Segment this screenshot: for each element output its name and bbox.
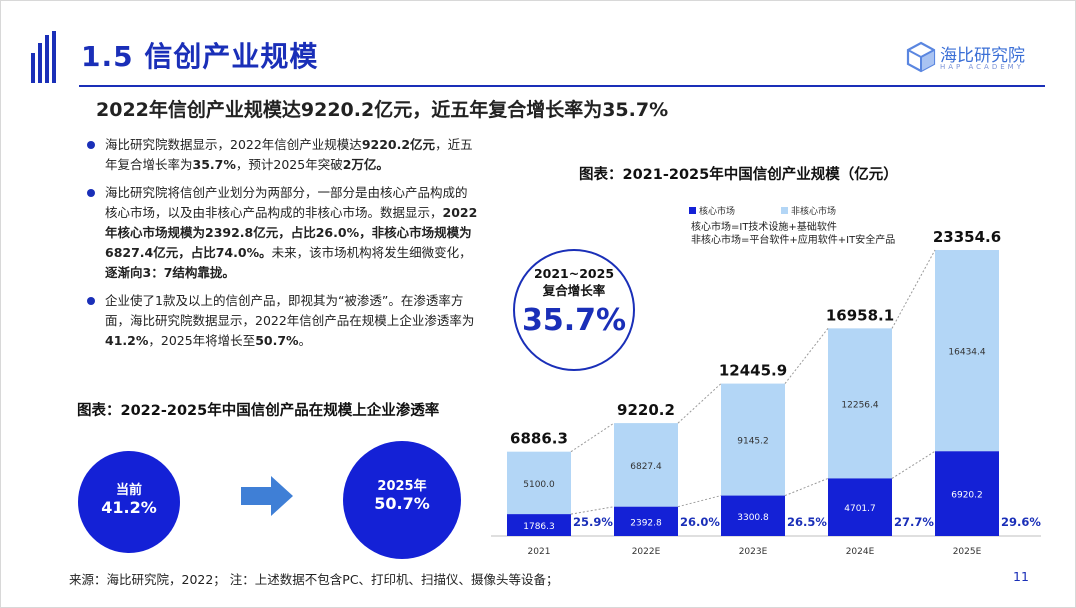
bar-total-label: 12445.9 (719, 362, 787, 380)
bar-noncore (828, 328, 892, 479)
chart-note: 核心市场=IT技术设施+基础软件 (691, 220, 837, 233)
total-trend-line (891, 249, 936, 329)
legend-label-noncore: 非核心市场 (791, 205, 836, 217)
bullet-text-segment: 。 (298, 333, 312, 348)
bar-core-label: 6920.2 (951, 491, 983, 501)
bullet-list: 海比研究院数据显示，2022年信创产业规模达9220.2亿元，近五年复合增长率为… (85, 135, 480, 359)
bullet-text-segment: 2022年核心市场规模为2392.8亿元，占比26.0%，非核心市场规模为682… (105, 205, 478, 260)
current-penetration-label: 当前 (115, 483, 142, 498)
penetration-chart-caption: 图表：2022-2025年中国信创产品在规模上企业渗透率 (77, 403, 440, 419)
bar-core (828, 478, 892, 536)
bar-noncore-label: 5100.0 (523, 480, 555, 490)
current-penetration-value: 41.2% (101, 498, 157, 517)
bar-core-label: 1786.3 (523, 522, 555, 532)
source-note: 来源：海比研究院，2022； 注：上述数据不包含PC、打印机、扫描仪、摄像头等设… (69, 572, 559, 587)
logo-bars-icon (31, 31, 56, 83)
bar-core (614, 506, 678, 536)
legend-swatch-core (689, 207, 696, 214)
bar-noncore-label: 6827.4 (630, 462, 662, 472)
brand-subtitle: HAP ACADEMY (940, 63, 1024, 71)
core-share-label: 25.9% (573, 515, 613, 529)
bullet-text-segment: 9220.2亿元 (361, 137, 436, 152)
bullet-text-segment: 数据显示， (380, 205, 443, 220)
current-penetration-circle: 当前 41.2% (78, 451, 180, 553)
bullet-text-segment: 海比研究院将信创产业划分为两部分， (105, 185, 318, 200)
bar-core (507, 514, 571, 536)
cagr-value: 35.7% (521, 303, 627, 338)
core-trend-line (784, 477, 829, 497)
bar-total-label: 23354.6 (933, 228, 1001, 246)
future-penetration-value: 50.7% (374, 494, 430, 513)
bar-core-label: 2392.8 (630, 518, 662, 528)
bar-core (935, 451, 999, 536)
bar-noncore-label: 16434.4 (948, 348, 985, 358)
bullet-item: 海比研究院数据显示，2022年信创产业规模达9220.2亿元，近五年复合增长率为… (85, 135, 480, 175)
bar-noncore-label: 12256.4 (841, 400, 878, 410)
bullet-text-segment: 企业使了1款及以上的信创产品，即视其为“被渗透”。在渗透率方面，海比研究院数据显… (105, 293, 475, 328)
bar-core (721, 495, 785, 536)
bullet-text-segment: 50.7% (255, 333, 299, 348)
page-number: 11 (1013, 569, 1029, 584)
bullet-text-segment: ，预计2025年突破 (235, 157, 343, 172)
core-trend-line (891, 450, 936, 479)
cagr-label-name: 复合增长率 (542, 283, 606, 298)
market-chart-caption: 图表：2021-2025年中国信创产业规模（亿元） (579, 167, 898, 183)
brand-name: 海比研究院 (940, 46, 1025, 66)
bullet-text-segment: 一部分是由核心产品构成的核心市场，以及由非核心产品构成的非核心市场。 (105, 185, 468, 220)
core-trend-line (570, 506, 615, 515)
bar-core-label: 4701.7 (844, 504, 876, 514)
x-tick-label: 2021 (528, 547, 551, 557)
legend-swatch-noncore (781, 207, 788, 214)
total-trend-line (784, 328, 829, 384)
core-share-label: 27.7% (894, 515, 934, 529)
market-size-chart: 5100.0 1786.3 6886.3 25.9% 2021 6827.4 2392.8 9… (491, 205, 1041, 557)
bullet-text-segment: 41.2% (105, 333, 149, 348)
x-tick-label: 2022E (632, 547, 661, 557)
bar-noncore-label: 9145.2 (737, 437, 769, 447)
bullet-text-segment: 逐渐向3：7结构靠拢。 (105, 265, 235, 280)
bullet-item: 企业使了1款及以上的信创产品，即视其为“被渗透”。在渗透率方面，海比研究院数据显… (85, 291, 480, 351)
arrow-right-icon (241, 476, 293, 516)
cube-icon (906, 41, 936, 73)
x-tick-label: 2023E (739, 547, 768, 557)
header-divider (79, 85, 1045, 87)
bar-total-label: 16958.1 (826, 306, 894, 324)
bullet-text-segment: 海比研究院数据显示，2022年信创产业规模达 (105, 137, 362, 152)
bullet-dot-icon (87, 189, 95, 197)
bullet-dot-icon (87, 297, 95, 305)
bullet-text-segment: ，近五年复合增长率为 (105, 137, 473, 172)
x-tick-label: 2024E (846, 547, 875, 557)
bullet-dot-icon (87, 141, 95, 149)
core-share-label: 26.5% (787, 515, 827, 529)
bar-total-label: 9220.2 (617, 401, 675, 419)
total-trend-line (570, 422, 615, 453)
bullet-text-segment: ，2025年将增长至 (148, 333, 256, 348)
bullet-item: 海比研究院将信创产业划分为两部分，一部分是由核心产品构成的核心市场，以及由非核心… (85, 183, 480, 283)
cagr-circle: 2021~2025 复合增长率 35.7% (513, 249, 635, 371)
bullet-text-segment: 未来，该市场机构将发生细微变化， (271, 245, 472, 260)
bar-total-label: 6886.3 (510, 430, 568, 448)
core-trend-line (677, 495, 722, 508)
bar-noncore (721, 383, 785, 496)
total-trend-line (677, 383, 722, 424)
future-penetration-label: 2025年 (377, 479, 427, 494)
bar-noncore (614, 423, 678, 507)
bullet-text-segment: 2万亿。 (342, 157, 389, 172)
bar-noncore (935, 250, 999, 452)
x-tick-label: 2025E (953, 547, 982, 557)
cagr-label-period: 2021~2025 (533, 266, 615, 281)
core-share-label: 26.0% (680, 515, 720, 529)
chart-note: 非核心市场=平台软件+应用软件+IT安全产品 (691, 233, 895, 246)
legend-label-core: 核心市场 (699, 205, 735, 217)
future-penetration-circle: 2025年 50.7% (343, 441, 461, 559)
bullet-text-segment: 35.7% (192, 157, 236, 172)
bar-core-label: 3300.8 (737, 513, 769, 523)
core-share-label: 29.6% (1001, 515, 1041, 529)
bar-noncore (507, 451, 571, 515)
page-title: 1.5 信创产业规模 (81, 40, 319, 73)
page-subtitle: 2022年信创产业规模达9220.2亿元，近五年复合增长率为35.7% (96, 99, 669, 121)
